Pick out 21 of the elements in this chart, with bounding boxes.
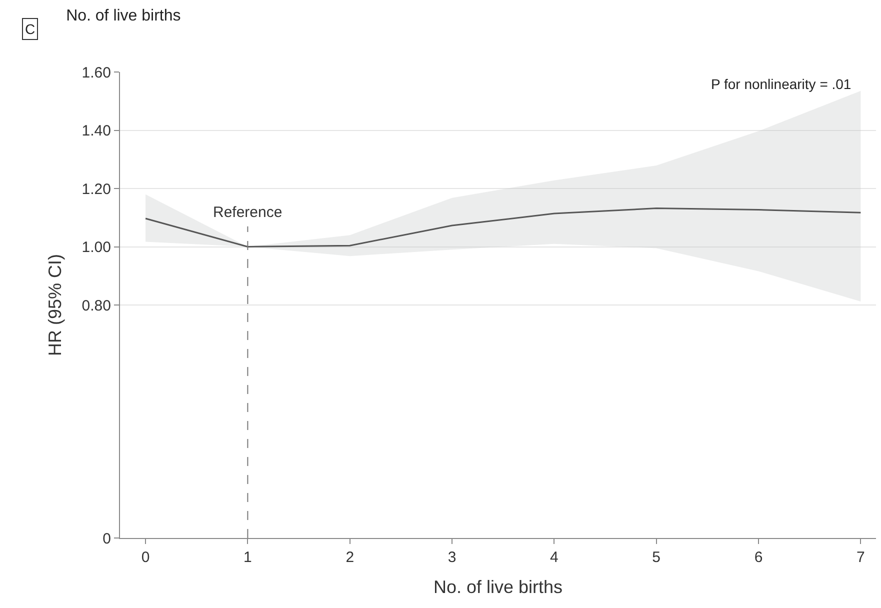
- text: C: [25, 21, 36, 37]
- y-tick-label: 1.60: [82, 64, 111, 82]
- x-tick-label: 6: [754, 549, 763, 566]
- x-tick-label: 1: [244, 549, 252, 566]
- x-tick-label: 3: [448, 549, 456, 566]
- x-tick-label: 2: [346, 549, 354, 566]
- annotation: P for nonlinearity = .01: [711, 76, 852, 92]
- x-tick-label: 0: [141, 549, 150, 566]
- y-tick-label: 1.00: [82, 239, 111, 256]
- ref-line-label: Reference: [213, 204, 282, 221]
- x-axis-title: No. of live births: [433, 577, 563, 598]
- y-tick-label: 0: [102, 530, 111, 548]
- chart-title: No. of live births: [66, 7, 181, 24]
- x-tick-label: 5: [652, 549, 661, 566]
- y-tick-label: 1.20: [82, 180, 111, 198]
- y-tick-label: 0.80: [82, 297, 111, 314]
- x-tick-label: 7: [856, 549, 865, 566]
- x-tick-label: 4: [550, 549, 558, 566]
- y-tick-label: 1.40: [82, 122, 111, 140]
- y-axis-title: HR (95% CI): [44, 254, 65, 356]
- line-series: [144, 208, 862, 248]
